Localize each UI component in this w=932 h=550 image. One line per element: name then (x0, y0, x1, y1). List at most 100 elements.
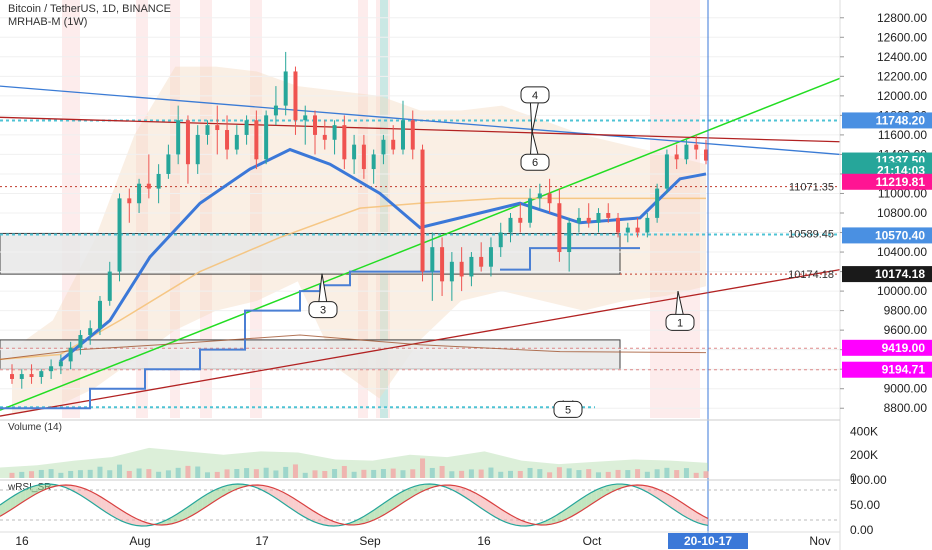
candle[interactable] (557, 203, 562, 253)
candle[interactable] (332, 125, 337, 140)
candle[interactable] (469, 256, 474, 277)
candle[interactable] (664, 154, 669, 189)
candle[interactable] (449, 261, 454, 282)
support-zone-box[interactable] (0, 233, 621, 275)
candle[interactable] (117, 198, 122, 272)
candle[interactable] (430, 247, 435, 272)
rsi-tick-label: 50.00 (850, 498, 880, 512)
candle[interactable] (586, 217, 591, 223)
candle[interactable] (361, 144, 366, 170)
candle[interactable] (234, 134, 239, 150)
rsi-fill (596, 487, 602, 501)
candle[interactable] (10, 374, 14, 379)
candle[interactable] (596, 213, 601, 223)
candle[interactable] (440, 247, 445, 282)
candle[interactable] (391, 139, 396, 150)
callout-box[interactable] (553, 400, 583, 418)
candle[interactable] (508, 217, 513, 233)
candle[interactable] (625, 227, 630, 233)
volume-tick-label: 200K (850, 448, 878, 462)
candle[interactable] (518, 217, 523, 223)
candle[interactable] (488, 247, 493, 267)
candle[interactable] (293, 71, 298, 121)
candle[interactable] (78, 335, 83, 348)
candle[interactable] (371, 154, 376, 170)
candle[interactable] (244, 120, 249, 135)
candle[interactable] (576, 217, 581, 223)
rsi-fill (616, 484, 623, 490)
candle[interactable] (97, 300, 102, 329)
callout-box[interactable] (665, 313, 695, 331)
candle[interactable] (616, 217, 621, 233)
rsi-fill (379, 502, 385, 518)
candle[interactable] (283, 71, 288, 106)
candle[interactable] (537, 193, 542, 199)
red-trendline[interactable] (0, 116, 841, 143)
candle[interactable] (185, 120, 190, 165)
rsi-fill (692, 509, 698, 523)
green-trendline[interactable] (0, 77, 841, 411)
candle[interactable] (645, 217, 650, 233)
candle[interactable] (547, 193, 552, 204)
candle[interactable] (254, 120, 259, 160)
support-zone-box[interactable] (0, 339, 621, 370)
candle[interactable] (68, 347, 73, 362)
candle[interactable] (58, 361, 63, 367)
candle[interactable] (694, 144, 699, 150)
candle[interactable] (322, 134, 327, 140)
candle[interactable] (19, 374, 24, 379)
candle[interactable] (29, 374, 34, 377)
candle[interactable] (635, 227, 640, 233)
volume-bar (595, 472, 601, 478)
candle[interactable] (166, 154, 171, 174)
rsi-fill (490, 502, 496, 518)
callout-box[interactable] (308, 301, 338, 319)
candle[interactable] (606, 213, 611, 218)
candle[interactable] (704, 149, 708, 161)
candle[interactable] (225, 130, 230, 150)
rsi-fill (546, 518, 552, 525)
candle[interactable] (39, 371, 44, 377)
candle[interactable] (273, 105, 278, 116)
candle[interactable] (264, 115, 269, 160)
candle[interactable] (528, 198, 533, 223)
candle[interactable] (498, 232, 503, 248)
candle[interactable] (303, 115, 308, 121)
callout-box[interactable] (520, 86, 550, 104)
candle[interactable] (88, 328, 93, 336)
candle[interactable] (420, 149, 425, 272)
volume-bar (556, 467, 562, 478)
candle[interactable] (400, 120, 405, 150)
price-tick-label: 10400.00 (877, 245, 927, 259)
candle[interactable] (674, 154, 679, 160)
candle[interactable] (381, 139, 386, 155)
candle[interactable] (655, 188, 660, 218)
volume-bar (175, 467, 181, 478)
candle[interactable] (684, 144, 689, 160)
candle[interactable] (205, 125, 210, 135)
event-stripe (62, 0, 80, 418)
candle[interactable] (567, 222, 572, 253)
candle[interactable] (195, 134, 200, 165)
candle[interactable] (127, 198, 132, 204)
candle[interactable] (410, 120, 415, 150)
volume-bar (605, 471, 611, 478)
candle[interactable] (479, 256, 484, 267)
candle[interactable] (137, 183, 142, 204)
candle[interactable] (342, 125, 347, 160)
candle[interactable] (176, 120, 181, 155)
callout-box[interactable] (520, 153, 550, 171)
volume-bar (351, 471, 357, 478)
candle[interactable] (313, 115, 318, 135)
candle[interactable] (146, 183, 151, 189)
rsi-fill (500, 508, 506, 523)
candle[interactable] (49, 366, 54, 372)
blue-trendline[interactable] (0, 85, 841, 156)
candle[interactable] (459, 261, 464, 277)
candle[interactable] (215, 125, 220, 131)
candle[interactable] (107, 271, 112, 301)
candle[interactable] (352, 144, 357, 160)
red-trendline[interactable] (0, 268, 841, 417)
candle[interactable] (156, 173, 161, 189)
